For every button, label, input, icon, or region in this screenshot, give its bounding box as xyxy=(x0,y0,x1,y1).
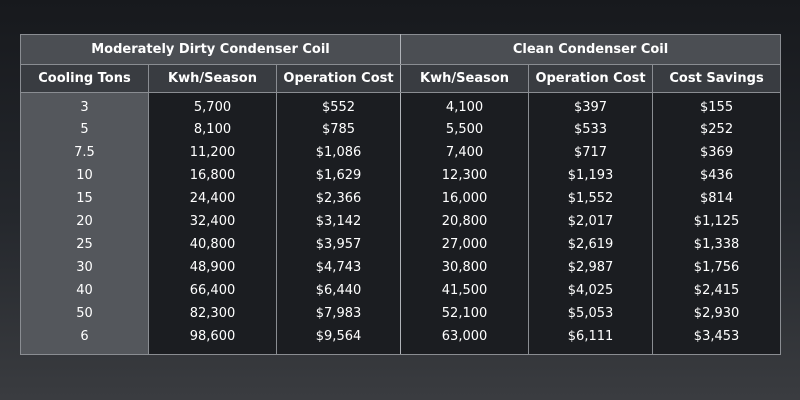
cost-savings-cell: $436 xyxy=(652,164,782,187)
cost-savings-cell: $252 xyxy=(652,118,782,141)
clean-cost-cell: $5,053 xyxy=(528,302,654,325)
cost-comparison-table: Moderately Dirty Condenser Coil Clean Co… xyxy=(19,34,782,355)
column-header-clean-kwh: Kwh/Season xyxy=(400,64,530,93)
table-body: 3 5,700 $552 4,100 $397 $155 5 8,100 $785 5,500 $5… xyxy=(20,92,782,355)
table-header: Moderately Dirty Condenser Coil Clean Co… xyxy=(19,34,782,93)
cooling-tons-cell: 50 xyxy=(20,302,149,325)
cooling-tons-cell: 20 xyxy=(20,210,149,233)
clean-cost-cell: $1,552 xyxy=(528,187,654,210)
dirty-kwh-cell: 32,400 xyxy=(148,210,277,233)
cost-savings-cell: $2,415 xyxy=(652,279,782,302)
dirty-kwh-cell: 40,800 xyxy=(148,233,277,256)
dirty-cost-cell: $6,440 xyxy=(275,279,402,302)
table-row: 50 82,300 $7,983 52,100 $5,053 $2,930 xyxy=(20,302,782,325)
table-row: 3 5,700 $552 4,100 $397 $155 xyxy=(20,92,782,118)
dirty-kwh-cell: 82,300 xyxy=(148,302,277,325)
clean-cost-cell: $1,193 xyxy=(528,164,654,187)
cost-savings-cell: $2,930 xyxy=(652,302,782,325)
table-row: 25 40,800 $3,957 27,000 $2,619 $1,338 xyxy=(20,233,782,256)
clean-cost-cell: $397 xyxy=(528,92,654,118)
dirty-kwh-cell: 8,100 xyxy=(148,118,277,141)
dirty-cost-cell: $2,366 xyxy=(275,187,402,210)
table-row: 6 98,600 $9,564 63,000 $6,111 $3,453 xyxy=(20,325,782,355)
clean-kwh-cell: 41,500 xyxy=(400,279,530,302)
cost-savings-cell: $1,756 xyxy=(652,256,782,279)
dirty-kwh-cell: 11,200 xyxy=(148,141,277,164)
column-header-cooling-tons: Cooling Tons xyxy=(20,64,149,93)
cooling-tons-cell: 3 xyxy=(20,92,149,118)
dirty-kwh-cell: 48,900 xyxy=(148,256,277,279)
cooling-tons-cell: 7.5 xyxy=(20,141,149,164)
table-row: 15 24,400 $2,366 16,000 $1,552 $814 xyxy=(20,187,782,210)
dirty-kwh-cell: 24,400 xyxy=(148,187,277,210)
clean-cost-cell: $2,619 xyxy=(528,233,654,256)
group-header-row: Moderately Dirty Condenser Coil Clean Co… xyxy=(19,34,782,65)
dirty-kwh-cell: 66,400 xyxy=(148,279,277,302)
dirty-kwh-cell: 16,800 xyxy=(148,164,277,187)
cost-comparison-table-container: Moderately Dirty Condenser Coil Clean Co… xyxy=(19,34,782,355)
clean-cost-cell: $717 xyxy=(528,141,654,164)
table-row: 40 66,400 $6,440 41,500 $4,025 $2,415 xyxy=(20,279,782,302)
group-header-clean-coil: Clean Condenser Coil xyxy=(400,34,782,65)
clean-kwh-cell: 12,300 xyxy=(400,164,530,187)
cooling-tons-cell: 15 xyxy=(20,187,149,210)
dirty-cost-cell: $1,086 xyxy=(275,141,402,164)
cooling-tons-cell: 25 xyxy=(20,233,149,256)
clean-kwh-cell: 16,000 xyxy=(400,187,530,210)
clean-cost-cell: $2,017 xyxy=(528,210,654,233)
clean-kwh-cell: 63,000 xyxy=(400,325,530,355)
dirty-cost-cell: $9,564 xyxy=(275,325,402,355)
dirty-kwh-cell: 5,700 xyxy=(148,92,277,118)
dirty-cost-cell: $552 xyxy=(275,92,402,118)
clean-kwh-cell: 7,400 xyxy=(400,141,530,164)
cost-savings-cell: $369 xyxy=(652,141,782,164)
clean-kwh-cell: 27,000 xyxy=(400,233,530,256)
table-row: 20 32,400 $3,142 20,800 $2,017 $1,125 xyxy=(20,210,782,233)
dirty-cost-cell: $3,142 xyxy=(275,210,402,233)
cooling-tons-cell: 5 xyxy=(20,118,149,141)
clean-cost-cell: $4,025 xyxy=(528,279,654,302)
cost-savings-cell: $814 xyxy=(652,187,782,210)
clean-kwh-cell: 52,100 xyxy=(400,302,530,325)
clean-kwh-cell: 5,500 xyxy=(400,118,530,141)
cost-savings-cell: $1,338 xyxy=(652,233,782,256)
cooling-tons-cell: 40 xyxy=(20,279,149,302)
dirty-cost-cell: $7,983 xyxy=(275,302,402,325)
cost-savings-cell: $3,453 xyxy=(652,325,782,355)
dirty-cost-cell: $785 xyxy=(275,118,402,141)
dirty-cost-cell: $3,957 xyxy=(275,233,402,256)
dirty-cost-cell: $1,629 xyxy=(275,164,402,187)
table-row: 10 16,800 $1,629 12,300 $1,193 $436 xyxy=(20,164,782,187)
column-header-clean-cost: Operation Cost xyxy=(528,64,654,93)
table-row: 7.5 11,200 $1,086 7,400 $717 $369 xyxy=(20,141,782,164)
cost-savings-cell: $155 xyxy=(652,92,782,118)
clean-kwh-cell: 30,800 xyxy=(400,256,530,279)
cooling-tons-cell: 10 xyxy=(20,164,149,187)
clean-cost-cell: $2,987 xyxy=(528,256,654,279)
table-row: 30 48,900 $4,743 30,800 $2,987 $1,756 xyxy=(20,256,782,279)
clean-cost-cell: $533 xyxy=(528,118,654,141)
clean-kwh-cell: 20,800 xyxy=(400,210,530,233)
cooling-tons-cell: 6 xyxy=(20,325,149,355)
clean-cost-cell: $6,111 xyxy=(528,325,654,355)
column-header-row: Cooling Tons Kwh/Season Operation Cost K… xyxy=(20,64,782,93)
dirty-kwh-cell: 98,600 xyxy=(148,325,277,355)
cooling-tons-cell: 30 xyxy=(20,256,149,279)
group-header-dirty-coil: Moderately Dirty Condenser Coil xyxy=(19,34,402,65)
clean-kwh-cell: 4,100 xyxy=(400,92,530,118)
table-row: 5 8,100 $785 5,500 $533 $252 xyxy=(20,118,782,141)
column-header-cost-savings: Cost Savings xyxy=(652,64,782,93)
cost-savings-cell: $1,125 xyxy=(652,210,782,233)
dirty-cost-cell: $4,743 xyxy=(275,256,402,279)
column-header-dirty-kwh: Kwh/Season xyxy=(148,64,277,93)
column-header-dirty-cost: Operation Cost xyxy=(275,64,402,93)
